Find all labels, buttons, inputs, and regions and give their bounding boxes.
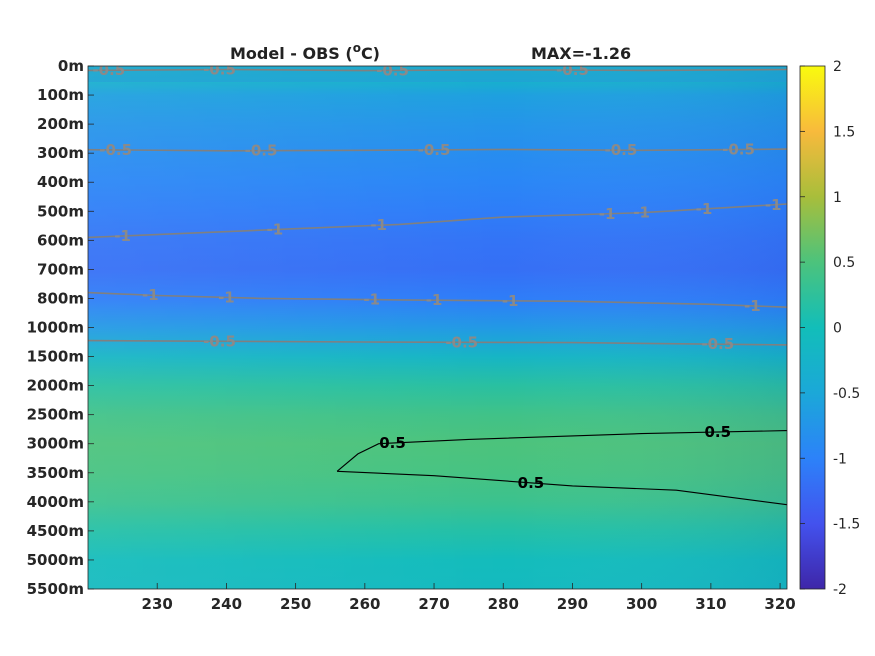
contour-label: -0.5 <box>445 333 478 351</box>
colorbar-tick-label: 1.5 <box>833 124 855 140</box>
y-tick-label: 100m <box>37 86 84 104</box>
x-tick-label: 240 <box>211 595 242 613</box>
x-tick-label: 270 <box>418 595 449 613</box>
x-axis: 230 240 250 260 270 280 290 300 310 320 <box>142 583 796 613</box>
x-tick-label: 300 <box>626 595 657 613</box>
y-tick-label: 0m <box>58 57 84 75</box>
x-tick-label: 230 <box>142 595 173 613</box>
y-tick-label: 3500m <box>27 464 84 482</box>
contour-line <box>88 68 787 72</box>
contour-label: -0.5 <box>556 61 589 79</box>
contour-label: -1 <box>426 291 443 309</box>
contour-label: -0.5 <box>245 142 278 160</box>
contour-label: -1 <box>765 196 782 214</box>
max-label: MAX=-1.26 <box>531 44 631 63</box>
contour-label: 0.5 <box>379 434 406 452</box>
y-tick-label: 5500m <box>27 580 84 598</box>
colorbar-ticks: 2 1.5 1 0.5 0 -0.5 -1 -1.5 -2 <box>800 59 860 598</box>
x-tick-label: 280 <box>488 595 519 613</box>
y-tick-label: 1000m <box>27 319 84 337</box>
contour-label: -1 <box>142 286 159 304</box>
y-tick-label: 800m <box>37 289 84 307</box>
contour-label: -1 <box>114 227 131 245</box>
colorbar-tick-label: -0.5 <box>833 386 860 402</box>
colorbar: 2 1.5 1 0.5 0 -0.5 -1 -1.5 -2 <box>799 59 860 598</box>
heatmap-shading <box>88 66 787 589</box>
colorbar-tick-label: 0.5 <box>833 255 855 271</box>
contour-label: 0.5 <box>518 474 545 492</box>
surface-noise-band <box>88 66 787 82</box>
contour-label: -0.5 <box>418 141 451 159</box>
contour-label: -0.5 <box>722 140 755 158</box>
colorbar-tick-label: -1.5 <box>833 517 860 533</box>
contour-line <box>88 148 787 152</box>
y-axis: 0m 100m 200m 300m 400m 500m 600m 700m 800m 1000m 1… <box>27 57 94 598</box>
contour-label: -0.5 <box>92 61 125 79</box>
heatmap-area: -0.5 -0.5 -0.5 -0.5 -0.5 -0.5 -0.5 -0.5 -0.5 -1 -1… <box>88 61 787 589</box>
y-tick-label: 500m <box>37 202 84 220</box>
contour-label: -1 <box>218 288 235 306</box>
contour-line <box>337 470 787 506</box>
contour-line <box>88 339 787 346</box>
contour-label: -0.5 <box>99 141 132 159</box>
x-tick-label: 250 <box>280 595 311 613</box>
contour-label: -1 <box>267 221 284 239</box>
contour-label: -1 <box>363 291 380 309</box>
y-tick-label: 4000m <box>27 493 84 511</box>
y-tick-label: 300m <box>37 144 84 162</box>
y-tick-label: 3000m <box>27 435 84 453</box>
colorbar-tick-label: -1 <box>833 451 847 467</box>
chart-title: Model - OBS (oC) <box>230 41 380 63</box>
y-tick-label: 700m <box>37 260 84 278</box>
colorbar-tick-label: 0 <box>833 321 842 337</box>
contour-label: -1 <box>502 292 519 310</box>
contour-lines: -0.5 -0.5 -0.5 -0.5 -0.5 -0.5 -0.5 -0.5 -0.5 -1 -1… <box>88 61 787 506</box>
contour-label: -0.5 <box>203 61 236 79</box>
contour-label: -1 <box>744 297 761 315</box>
y-tick-label: 400m <box>37 173 84 191</box>
y-tick-label: 5000m <box>27 551 84 569</box>
contour-label: -1 <box>633 204 650 222</box>
colorbar-tick-label: 1 <box>833 190 842 206</box>
y-tick-label: 200m <box>37 115 84 133</box>
x-tick-label: 290 <box>557 595 588 613</box>
contour-line <box>88 291 787 308</box>
y-tick-label: 4500m <box>27 522 84 540</box>
contour-line <box>336 430 787 472</box>
contour-label: -1 <box>696 200 713 218</box>
y-tick-label: 1500m <box>27 348 84 366</box>
x-tick-label: 260 <box>349 595 380 613</box>
x-tick-label: 310 <box>695 595 726 613</box>
y-tick-label: 2500m <box>27 406 84 424</box>
contour-label: -1 <box>370 216 387 234</box>
colorbar-tick-label: 2 <box>833 59 842 75</box>
contour-label: -0.5 <box>701 335 734 353</box>
contour-label: -0.5 <box>604 141 637 159</box>
y-tick-label: 600m <box>37 231 84 249</box>
contour-label: -1 <box>599 205 616 223</box>
contour-label: -0.5 <box>203 332 236 350</box>
contour-line <box>88 203 787 239</box>
contour-label: 0.5 <box>705 423 732 441</box>
x-tick-label: 320 <box>764 595 795 613</box>
y-tick-label: 2000m <box>27 377 84 395</box>
colorbar-tick-label: -2 <box>833 582 847 598</box>
contour-label: -0.5 <box>376 61 409 79</box>
